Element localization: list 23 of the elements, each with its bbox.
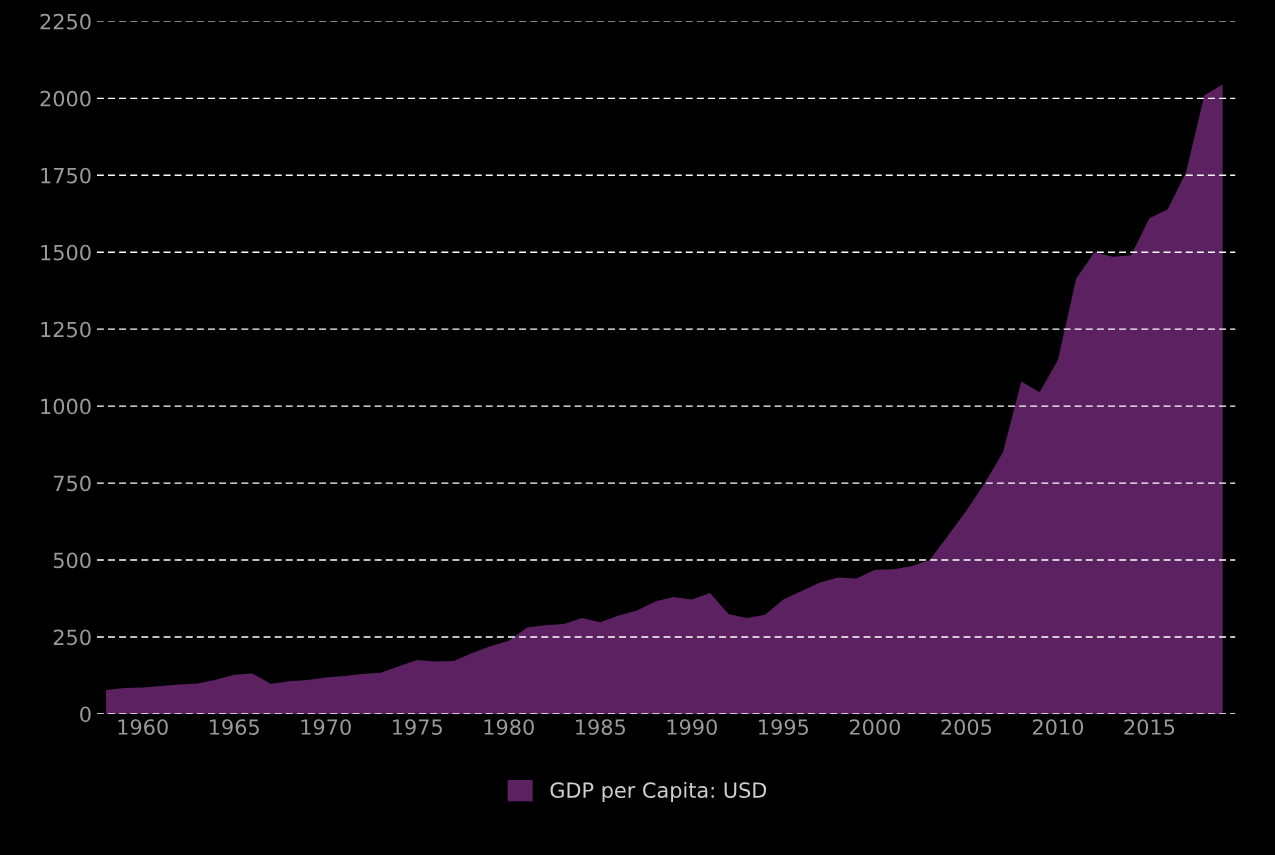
x-tick-label: 1995 [759, 719, 809, 735]
x-tick-label: 2010 [1032, 719, 1084, 735]
y-tick-label: 1500 [41, 244, 91, 261]
y-tick-label: 0 [80, 706, 91, 723]
x-tick-label: 1980 [484, 719, 534, 735]
x-tick-label: 1965 [209, 719, 259, 735]
y-tick-label: 250 [53, 629, 91, 646]
y-tick-label: 2250 [40, 13, 91, 30]
y-tick-label: 2000 [40, 90, 91, 107]
x-tick-label: 2015 [1124, 719, 1175, 735]
x-tick-label: 1985 [576, 719, 625, 735]
x-tick-label: 1970 [301, 719, 351, 735]
y-tick-label: 500 [53, 552, 91, 569]
x-tick-label: 1990 [667, 719, 717, 735]
x-tick-label: 2000 [849, 719, 900, 735]
y-tick-label: 1250 [41, 321, 91, 338]
legend-label: GDP per Capita: USD [550, 781, 767, 803]
x-tick-label: 1960 [118, 719, 168, 735]
y-tick-label: 750 [53, 475, 91, 492]
x-tick-label: 1975 [393, 719, 442, 735]
y-tick-label: 1000 [41, 398, 91, 415]
x-tick-label: 2005 [941, 719, 992, 735]
y-tick-label: 1750 [41, 167, 91, 184]
